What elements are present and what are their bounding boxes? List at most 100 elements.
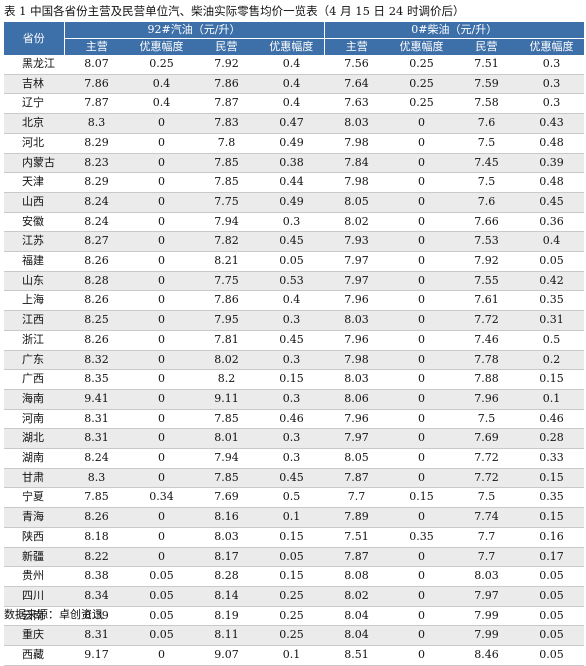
value-cell: 0 xyxy=(129,310,194,331)
value-cell: 8.35 xyxy=(64,369,129,390)
value-cell: 7.53 xyxy=(454,231,519,253)
value-cell: 9.17 xyxy=(64,645,129,666)
value-cell: 7.97 xyxy=(324,428,389,450)
value-cell: 0.4 xyxy=(519,231,584,253)
value-cell: 0.49 xyxy=(259,192,324,213)
value-cell: 7.99 xyxy=(454,606,519,627)
table-row: 内蒙古 8.23 0 7.85 0.38 7.84 0 7.45 0.39 xyxy=(4,153,584,174)
value-cell: 8.02 xyxy=(324,212,389,233)
table-body: 黑龙江 8.07 0.25 7.92 0.4 7.56 0.25 7.51 0.3 吉林 7.86 0… xyxy=(4,55,584,666)
value-cell: 0.25 xyxy=(259,606,324,627)
value-cell: 7.87 xyxy=(324,547,389,568)
value-cell: 0.38 xyxy=(259,153,324,174)
value-cell: 0 xyxy=(389,586,454,607)
value-cell: 7.97 xyxy=(454,586,519,607)
value-cell: 8.31 xyxy=(64,409,129,430)
province-cell: 安徽 xyxy=(4,212,64,233)
value-cell: 7.78 xyxy=(454,350,519,371)
value-cell: 7.69 xyxy=(194,487,259,509)
value-cell: 0.33 xyxy=(519,448,584,469)
value-cell: 0.05 xyxy=(519,566,584,587)
value-cell: 0.4 xyxy=(129,74,194,95)
value-cell: 7.85 xyxy=(194,468,259,489)
value-cell: 0 xyxy=(389,448,454,469)
value-cell: 7.5 xyxy=(454,133,519,154)
value-cell: 0.43 xyxy=(519,113,584,134)
value-cell: 7.96 xyxy=(324,409,389,430)
value-cell: 7.85 xyxy=(64,487,129,509)
value-cell: 7.7 xyxy=(324,487,389,509)
value-cell: 7.92 xyxy=(454,251,519,272)
value-cell: 8.01 xyxy=(194,428,259,450)
value-cell: 7.6 xyxy=(454,113,519,134)
value-cell: 0 xyxy=(129,192,194,213)
value-cell: 0.3 xyxy=(259,310,324,331)
value-cell: 8.17 xyxy=(194,547,259,568)
province-cell: 贵州 xyxy=(4,566,64,587)
value-cell: 0 xyxy=(129,271,194,292)
value-cell: 0 xyxy=(389,428,454,450)
value-cell: 0.53 xyxy=(259,271,324,292)
value-cell: 9.07 xyxy=(194,645,259,666)
value-cell: 0.17 xyxy=(519,547,584,568)
value-cell: 0.05 xyxy=(259,547,324,568)
table-caption: 表 1 中国各省份主营及民营单位汽、柴油实际零售均价一览表（4 月 15 日 2… xyxy=(4,4,465,18)
value-cell: 7.51 xyxy=(454,55,519,75)
province-cell: 上海 xyxy=(4,290,64,312)
value-cell: 0.42 xyxy=(519,271,584,292)
province-cell: 山西 xyxy=(4,192,64,213)
value-cell: 8.25 xyxy=(64,310,129,331)
value-cell: 0 xyxy=(129,133,194,154)
value-cell: 0.15 xyxy=(259,527,324,548)
province-cell: 重庆 xyxy=(4,625,64,647)
value-cell: 0 xyxy=(129,389,194,410)
value-cell: 7.85 xyxy=(194,409,259,430)
value-cell: 0.4 xyxy=(129,93,194,115)
value-cell: 9.41 xyxy=(64,389,129,410)
value-cell: 0.3 xyxy=(259,212,324,233)
value-cell: 0.46 xyxy=(259,409,324,430)
value-cell: 0.46 xyxy=(519,409,584,430)
value-cell: 7.86 xyxy=(194,74,259,95)
value-cell: 7.95 xyxy=(194,310,259,331)
value-cell: 0 xyxy=(389,172,454,193)
value-cell: 8.21 xyxy=(194,251,259,272)
table-row: 西藏 9.17 0 9.07 0.1 8.51 0 8.46 0.05 xyxy=(4,645,584,666)
value-cell: 7.51 xyxy=(324,527,389,548)
table-row: 上海 8.26 0 7.86 0.4 7.96 0 7.61 0.35 xyxy=(4,290,584,312)
value-cell: 0 xyxy=(389,468,454,489)
value-cell: 7.63 xyxy=(324,93,389,115)
value-cell: 0 xyxy=(129,113,194,134)
value-cell: 0.05 xyxy=(129,606,194,627)
column-header: 民营 xyxy=(194,38,259,55)
value-cell: 0.15 xyxy=(519,369,584,390)
value-cell: 0.28 xyxy=(519,428,584,450)
value-cell: 0.25 xyxy=(389,55,454,75)
value-cell: 7.86 xyxy=(194,290,259,312)
value-cell: 7.72 xyxy=(454,310,519,331)
value-cell: 8.34 xyxy=(64,586,129,607)
value-cell: 8.27 xyxy=(64,231,129,253)
table-row: 江苏 8.27 0 7.82 0.45 7.93 0 7.53 0.4 xyxy=(4,231,584,253)
value-cell: 0.05 xyxy=(129,625,194,647)
value-cell: 0.3 xyxy=(519,55,584,75)
value-cell: 7.58 xyxy=(454,93,519,115)
value-cell: 7.66 xyxy=(454,212,519,233)
column-header: 民营 xyxy=(454,38,519,55)
value-cell: 0.45 xyxy=(259,231,324,253)
value-cell: 0 xyxy=(389,290,454,312)
value-cell: 7.75 xyxy=(194,192,259,213)
value-cell: 7.56 xyxy=(324,55,389,75)
value-cell: 8.46 xyxy=(454,645,519,666)
value-cell: 0.05 xyxy=(519,606,584,627)
value-cell: 9.11 xyxy=(194,389,259,410)
value-cell: 7.88 xyxy=(454,369,519,390)
value-cell: 7.72 xyxy=(454,448,519,469)
table-row: 宁夏 7.85 0.34 7.69 0.5 7.7 0.15 7.5 0.35 xyxy=(4,487,584,509)
province-header: 省份 xyxy=(4,22,65,55)
value-cell: 0 xyxy=(389,606,454,627)
value-cell: 0.25 xyxy=(259,586,324,607)
value-cell: 8.07 xyxy=(64,55,129,75)
value-cell: 0.05 xyxy=(259,251,324,272)
value-cell: 7.98 xyxy=(324,172,389,193)
